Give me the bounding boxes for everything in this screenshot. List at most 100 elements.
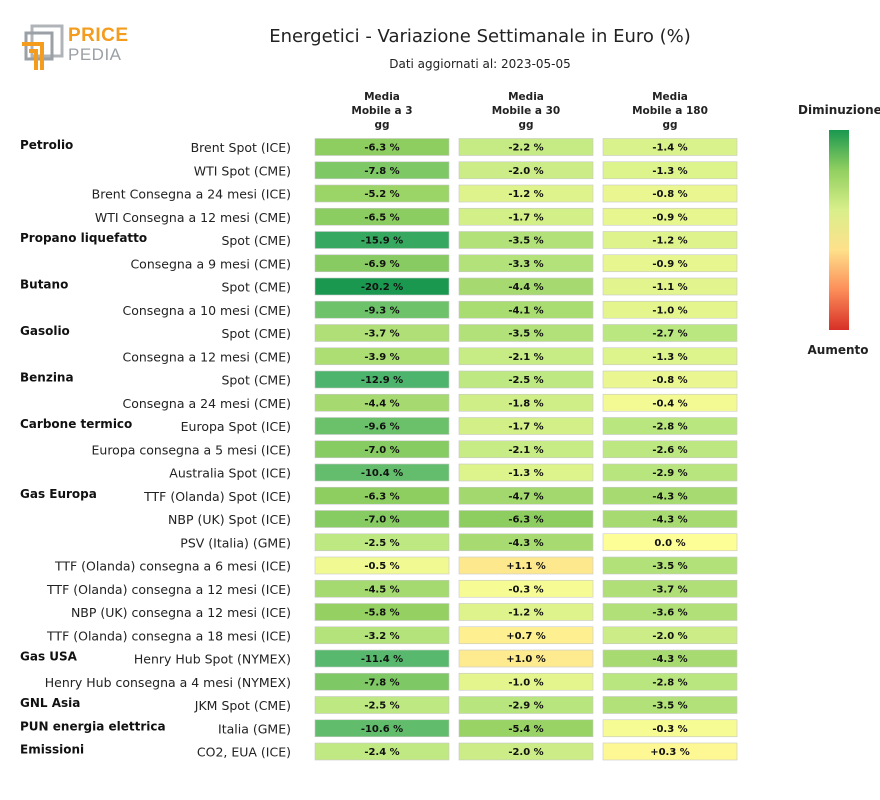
cell-value-label: -1.4 %	[652, 143, 687, 154]
cell-value-label: -2.1 %	[508, 445, 543, 456]
heatmap-cell	[602, 347, 738, 366]
cell-value-label: -9.3 %	[364, 305, 399, 316]
heatmap-cell	[602, 393, 738, 412]
heatmap-cell	[458, 277, 594, 296]
cell-value-label: -1.0 %	[652, 305, 687, 316]
cell-value-label: -2.8 %	[652, 677, 687, 688]
cell-value-label: -2.2 %	[508, 143, 543, 154]
heatmap-cell	[314, 277, 450, 296]
heatmap-cell	[458, 533, 594, 552]
heatmap-cell	[314, 719, 450, 738]
heatmap-cell	[458, 719, 594, 738]
cell-value-label: -11.4 %	[361, 654, 403, 665]
heatmap-cell	[458, 742, 594, 761]
cell-value-label: -7.8 %	[364, 166, 399, 177]
cell-value-label: -3.9 %	[364, 352, 399, 363]
row-label: Brent Spot (ICE)	[191, 140, 291, 155]
cell-value-label: -6.3 %	[364, 143, 399, 154]
cell-value-label: -2.0 %	[508, 166, 543, 177]
column-header-line: Mobile a 3	[351, 105, 413, 117]
cell-value-label: -0.3 %	[508, 584, 543, 595]
row-label: Consegna a 9 mesi (CME)	[130, 256, 291, 271]
cell-value-label: -0.8 %	[652, 375, 687, 386]
heatmap-cell	[314, 254, 450, 273]
cell-value-label: -10.4 %	[361, 468, 403, 479]
cell-value-label: +1.0 %	[506, 654, 546, 665]
heatmap-cell	[314, 161, 450, 180]
cell-value-label: -10.6 %	[361, 724, 403, 735]
cell-value-label: -0.8 %	[652, 189, 687, 200]
heatmap-cell	[602, 254, 738, 273]
heatmap-cell	[314, 138, 450, 156]
heatmap-cell	[602, 742, 738, 761]
heatmap-cell	[458, 254, 594, 273]
row-label: Consegna a 12 mesi (CME)	[123, 349, 292, 364]
cell-value-label: -2.9 %	[652, 468, 687, 479]
row-label: WTI Spot (CME)	[194, 163, 291, 178]
cell-value-label: -6.9 %	[364, 259, 399, 270]
row-label: Spot (CME)	[221, 373, 291, 388]
heatmap-cell	[602, 463, 738, 482]
heatmap-cell	[314, 324, 450, 342]
heatmap-cell	[602, 324, 738, 342]
row-label: WTI Consegna a 12 mesi (CME)	[95, 210, 291, 225]
row-label: Spot (CME)	[221, 280, 291, 295]
heatmap-cell	[314, 231, 450, 249]
cell-value-label: -1.3 %	[652, 166, 687, 177]
group-label: Benzina	[20, 371, 74, 385]
heatmap-cell	[602, 603, 738, 621]
cell-value-label: -4.4 %	[364, 398, 399, 409]
cell-value-label: -4.4 %	[508, 282, 543, 293]
heatmap-cell	[314, 672, 450, 691]
cell-value-label: -1.3 %	[508, 468, 543, 479]
heatmap-cell	[458, 649, 594, 668]
heatmap-cell	[458, 603, 594, 621]
cell-value-label: -3.5 %	[652, 561, 687, 572]
heatmap-cell	[602, 207, 738, 226]
heatmap-cell	[314, 649, 450, 668]
cell-value-label: -7.0 %	[364, 445, 399, 456]
heatmap-cell	[314, 440, 450, 459]
heatmap-cell	[458, 231, 594, 249]
cell-value-label: -4.1 %	[508, 305, 543, 316]
cell-value-label: -2.6 %	[652, 445, 687, 456]
row-label: JKM Spot (CME)	[194, 698, 291, 713]
heatmap-cell	[458, 324, 594, 342]
heatmap-cell	[458, 370, 594, 389]
cell-value-label: -4.3 %	[652, 491, 687, 502]
cell-value-label: -6.3 %	[364, 491, 399, 502]
group-label: Propano liquefatto	[20, 231, 147, 245]
heatmap-cell	[314, 579, 450, 598]
group-label: Emissioni	[20, 743, 84, 757]
cell-value-label: 0.0 %	[654, 538, 685, 549]
row-label: TTF (Olanda) Spot (ICE)	[143, 489, 291, 504]
group-label: Butano	[20, 278, 68, 292]
row-label: TTF (Olanda) consegna a 6 mesi (ICE)	[54, 559, 291, 574]
cell-value-label: -2.0 %	[508, 747, 543, 758]
row-label: CO2, EUA (ICE)	[197, 745, 291, 760]
heatmap-cell	[314, 603, 450, 621]
cell-value-label: -3.7 %	[652, 584, 687, 595]
cell-value-label: -1.2 %	[652, 236, 687, 247]
column-header-line: Media	[364, 91, 400, 103]
cell-value-label: -9.6 %	[364, 422, 399, 433]
legend-top-label: Diminuzione	[798, 103, 880, 117]
heatmap-cell	[602, 417, 738, 435]
logo-text-pedia: PEDIA	[68, 45, 122, 64]
group-label: Gas USA	[20, 650, 78, 664]
cell-value-label: -0.5 %	[364, 561, 399, 572]
pricepedia-logo-mark	[22, 24, 64, 70]
cell-value-label: -0.9 %	[652, 259, 687, 270]
row-label: TTF (Olanda) consegna a 12 mesi (ICE)	[46, 582, 291, 597]
cell-value-label: -5.8 %	[364, 608, 399, 619]
row-label: Australia Spot (ICE)	[169, 466, 291, 481]
group-label: Gas Europa	[20, 487, 97, 501]
chart-title: Energetici - Variazione Settimanale in E…	[269, 26, 691, 47]
cell-value-label: -1.2 %	[508, 608, 543, 619]
heatmap-cell	[458, 138, 594, 156]
heatmap-cell	[314, 184, 450, 203]
cell-value-label: -7.0 %	[364, 515, 399, 526]
heatmap-cell	[458, 184, 594, 203]
cell-value-label: -0.3 %	[652, 724, 687, 735]
heatmap-cell	[458, 347, 594, 366]
